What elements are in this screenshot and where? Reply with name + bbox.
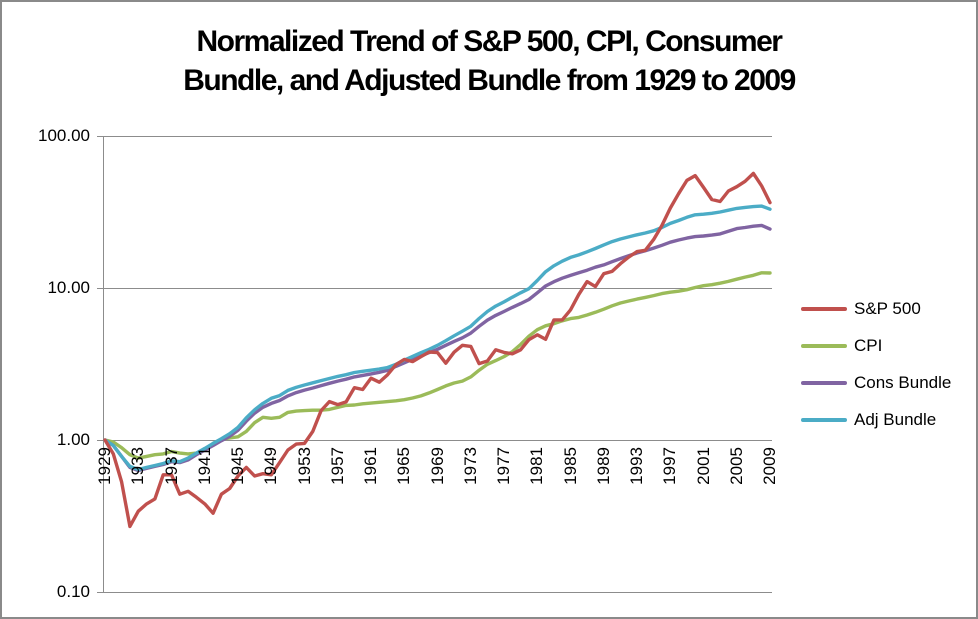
legend-label: Cons Bundle — [854, 372, 952, 392]
y-axis-tick-label: 1.00 — [56, 430, 90, 449]
x-axis-tick-label: 1957 — [327, 447, 347, 485]
x-axis-tick-label: 1977 — [494, 447, 513, 485]
x-axis-tick-label: 1945 — [228, 447, 247, 485]
x-axis-tick-label: 1953 — [294, 447, 314, 485]
x-axis-tick-label: 1929 — [95, 447, 114, 485]
x-axis-tick-label: 1981 — [527, 447, 547, 485]
x-axis-tick-label: 1969 — [427, 447, 447, 485]
legend-label: S&P 500 — [854, 298, 921, 318]
legend: S&P 500 CPI Cons Bundle Adj Bundle — [801, 290, 971, 438]
x-axis-tick-label: 1989 — [593, 447, 613, 485]
x-axis-tick-label: 1937 — [161, 447, 181, 485]
series-line-s-p-500 — [103, 171, 772, 529]
legend-label: Adj Bundle — [854, 409, 937, 429]
y-axis-tick-label: 0.10 — [56, 582, 90, 601]
legend-item: Cons Bundle — [801, 364, 971, 401]
x-axis-tick-label: 1949 — [261, 447, 281, 485]
legend-item: Adj Bundle — [801, 401, 971, 438]
y-axis-tick-label: 10.00 — [47, 278, 90, 297]
legend-line-swatch — [801, 380, 847, 385]
x-axis-tick-label: 1997 — [660, 447, 680, 485]
x-axis-tick-label: 1973 — [460, 447, 480, 485]
legend-line-swatch — [801, 343, 847, 348]
x-axis-tick-label: 2005 — [726, 447, 746, 485]
legend-item: S&P 500 — [801, 290, 971, 327]
x-axis-tick-label: 1941 — [194, 447, 214, 485]
chart-title: Normalized Trend of S&P 500, CPI, Consum… — [0, 22, 978, 100]
chart-title-line-1: Normalized Trend of S&P 500, CPI, Consum… — [196, 25, 783, 58]
legend-line-swatch — [801, 306, 847, 311]
x-axis-tick-label: 2001 — [693, 447, 713, 485]
y-axis-tick-label: 100.00 — [38, 126, 90, 145]
series-line-cpi — [103, 271, 772, 460]
x-axis-tick-label: 1965 — [394, 447, 414, 485]
legend-line-swatch — [801, 417, 847, 422]
legend-label: CPI — [854, 335, 883, 355]
series-line-adj-bundle — [103, 204, 772, 472]
x-axis-tick-label: 1933 — [128, 447, 148, 485]
chart-title-line-2: Bundle, and Adjusted Bundle from 1929 to… — [183, 64, 796, 97]
x-axis-tick-label: 2009 — [760, 447, 779, 485]
x-axis-tick-label: 1985 — [560, 447, 580, 485]
series-line-cons-bundle — [103, 223, 772, 473]
legend-item: CPI — [801, 327, 971, 364]
x-axis-tick-label: 1993 — [627, 447, 646, 485]
x-axis-tick-label: 1961 — [361, 447, 380, 485]
